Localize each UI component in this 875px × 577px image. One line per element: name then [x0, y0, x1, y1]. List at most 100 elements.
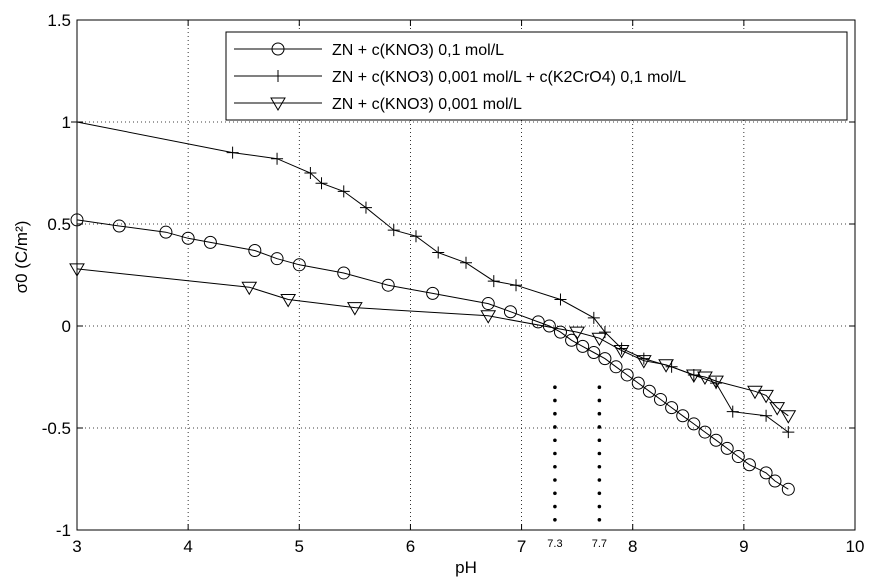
- data-point: [271, 152, 284, 165]
- reference-dot: [597, 491, 602, 496]
- data-point: [181, 231, 195, 245]
- data-point: [709, 433, 723, 447]
- x-tick-label: 7: [517, 537, 526, 556]
- data-point: [112, 219, 126, 233]
- x-tick-label: 5: [295, 537, 304, 556]
- legend-item: ZN + c(KNO3) 0,001 mol/L + c(K2CrO4) 0,1…: [234, 69, 686, 86]
- x-tick-label: 3: [72, 537, 81, 556]
- legend-item: ZN + c(KNO3) 0,001 mol/L: [234, 96, 522, 113]
- reference-dot: [597, 464, 602, 469]
- legend-item: ZN + c(KNO3) 0,1 mol/L: [234, 42, 504, 59]
- data-point: [554, 293, 567, 306]
- data-point: [635, 355, 652, 369]
- reference-dot: [553, 385, 557, 390]
- data-point: [315, 177, 328, 190]
- data-point: [780, 410, 797, 424]
- data-point: [304, 167, 317, 179]
- data-point: [480, 310, 497, 324]
- legend-marker: [270, 97, 286, 111]
- reference-dot: [553, 398, 557, 403]
- data-point: [587, 346, 601, 360]
- reference-dot: [553, 411, 557, 416]
- data-point: [665, 401, 679, 415]
- data-point: [359, 201, 372, 214]
- reference-dot: [597, 438, 602, 443]
- data-point: [768, 474, 782, 488]
- data-point: [591, 332, 608, 347]
- legend-label: ZN + c(KNO3) 0,1 mol/L: [332, 42, 504, 59]
- data-point: [565, 333, 579, 347]
- data-point: [760, 409, 773, 422]
- data-point: [598, 352, 612, 366]
- data-point: [292, 258, 306, 272]
- data-point: [687, 417, 701, 431]
- data-point: [726, 405, 739, 418]
- data-point: [676, 409, 690, 423]
- reference-dot: [597, 398, 602, 403]
- data-point: [381, 278, 395, 292]
- data-point: [642, 384, 656, 398]
- reference-dot: [597, 425, 602, 429]
- data-point: [782, 426, 795, 439]
- reference-dot: [597, 518, 602, 522]
- legend-marker: [271, 42, 285, 56]
- data-point: [387, 224, 400, 237]
- reference-dotted-lines: 7.3 7.7: [547, 385, 607, 550]
- data-point: [720, 441, 734, 455]
- data-point: [432, 246, 445, 259]
- data-point: [769, 402, 786, 416]
- data-point: [697, 371, 713, 385]
- data-point: [426, 286, 440, 300]
- data-point: [609, 360, 623, 374]
- reference-dot: [597, 478, 602, 482]
- y-tick-label: 1: [62, 113, 71, 132]
- x-tick-label: 6: [406, 537, 415, 556]
- reference-dot: [597, 385, 602, 390]
- series-group: [69, 116, 797, 496]
- legend-label: ZN + c(KNO3) 0,001 mol/L: [332, 96, 522, 113]
- reference-dot: [553, 504, 557, 509]
- legend-marker: [272, 70, 284, 82]
- data-point: [708, 375, 724, 390]
- reference-dot: [597, 504, 602, 509]
- data-point: [631, 376, 645, 390]
- data-point: [654, 392, 667, 406]
- data-point: [159, 225, 173, 239]
- x-tick-label: 4: [183, 537, 192, 556]
- data-point: [409, 230, 422, 243]
- data-point: [658, 359, 674, 373]
- x-axis-label: pH: [455, 558, 477, 577]
- reference-dot: [597, 451, 602, 456]
- reference-dot: [553, 491, 557, 496]
- data-point: [241, 281, 258, 296]
- data-point: [759, 466, 773, 480]
- reference-dot: [553, 425, 557, 429]
- reference-dot: [553, 438, 557, 443]
- data-point: [487, 275, 500, 288]
- x-tick-label: 10: [846, 537, 865, 556]
- data-point: [781, 482, 795, 496]
- axis-ticks: 3 4 5 6 7 8 9 10 -1 -0.5 0 0.5 1 1.5: [42, 11, 865, 556]
- data-point: [337, 266, 351, 280]
- y-tick-label: 0: [62, 317, 71, 336]
- reference-dot: [553, 451, 557, 456]
- data-point: [587, 311, 600, 324]
- legend-box: [225, 31, 848, 121]
- legend-label: ZN + c(KNO3) 0,001 mol/L + c(K2CrO4) 0,1…: [332, 69, 686, 86]
- data-point: [531, 315, 545, 329]
- series-line: [76, 219, 789, 490]
- y-axis-label: σ0 (C/m²): [12, 221, 31, 294]
- reference-dot: [597, 411, 602, 416]
- data-point: [553, 325, 567, 339]
- reference-dot: [553, 464, 557, 469]
- y-tick-label: 1.5: [47, 11, 71, 30]
- series-2: [71, 116, 795, 439]
- reference-dot: [553, 518, 557, 522]
- legend: ZN + c(KNO3) 0,1 mol/L ZN + c(KNO3) 0,001…: [225, 31, 848, 121]
- plot-frame: [76, 19, 856, 531]
- data-point: [620, 368, 634, 382]
- data-point: [346, 302, 363, 316]
- data-point: [742, 458, 756, 472]
- reference-label: 7.7: [592, 538, 607, 550]
